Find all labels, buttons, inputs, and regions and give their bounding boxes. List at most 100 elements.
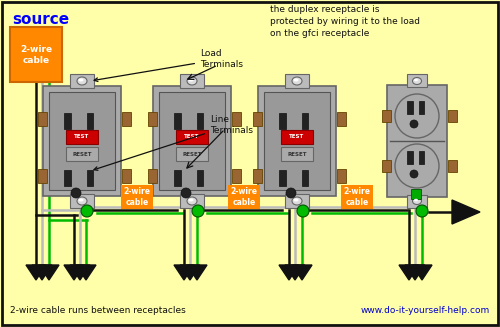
Bar [70,194,94,208]
Bar [279,113,286,129]
Bar [176,130,208,144]
Ellipse shape [414,79,418,81]
Bar [407,151,413,164]
Text: Load
Terminals: Load Terminals [94,49,243,81]
Ellipse shape [77,197,87,205]
Bar [407,74,427,87]
Circle shape [395,144,439,188]
Ellipse shape [78,78,84,81]
Circle shape [81,205,93,217]
Bar [10,27,62,82]
Text: the duplex receptacle is
protected by wiring it to the load
on the gfci receptac: the duplex receptacle is protected by wi… [270,5,420,38]
Bar [407,195,427,208]
Bar [382,160,391,172]
Bar [285,74,309,88]
Bar [66,130,98,144]
Bar [448,160,457,172]
Bar [197,113,203,129]
Circle shape [181,131,191,141]
Text: Line
Terminals: Line Terminals [94,115,253,170]
Ellipse shape [187,197,197,205]
Bar [122,112,131,126]
Ellipse shape [77,77,87,85]
Ellipse shape [78,198,84,201]
Bar [337,112,346,126]
Bar [122,169,131,183]
Polygon shape [64,265,84,280]
Circle shape [416,205,428,217]
Bar [87,113,93,129]
Bar [148,112,157,126]
Bar [279,170,286,186]
Polygon shape [76,265,96,280]
Bar [232,112,241,126]
Bar [49,92,115,190]
Polygon shape [412,265,432,280]
Polygon shape [187,265,207,280]
Bar [419,101,424,114]
Bar [64,113,71,129]
Circle shape [410,120,418,128]
Bar [264,92,330,190]
Bar [281,147,313,161]
Text: source: source [12,12,69,27]
Polygon shape [39,265,59,280]
Circle shape [71,188,81,198]
Ellipse shape [292,197,302,205]
Bar [70,74,94,88]
Bar [337,169,346,183]
Circle shape [71,131,81,141]
Bar [232,169,241,183]
Bar [285,194,309,208]
Bar [159,92,225,190]
Bar [253,112,262,126]
Bar [176,147,208,161]
Bar [174,113,181,129]
Bar [258,86,336,196]
Polygon shape [279,265,299,280]
Text: www.do-it-yourself-help.com: www.do-it-yourself-help.com [361,306,490,315]
Bar [153,86,231,196]
Bar [448,110,457,122]
Polygon shape [174,265,194,280]
Polygon shape [70,265,90,280]
Circle shape [181,188,191,198]
Text: RESET: RESET [182,151,202,157]
Bar [382,110,391,122]
Polygon shape [292,265,312,280]
Circle shape [192,205,204,217]
Bar [87,170,93,186]
Bar [419,151,424,164]
Polygon shape [399,265,419,280]
Text: RESET: RESET [72,151,92,157]
Bar [180,194,204,208]
Ellipse shape [412,77,422,84]
Polygon shape [405,265,425,280]
Text: TEST: TEST [184,134,200,140]
Ellipse shape [414,199,418,201]
Bar [66,147,98,161]
Bar [38,169,47,183]
Bar [43,86,121,196]
Bar [148,169,157,183]
Ellipse shape [294,78,298,81]
Bar [302,113,308,129]
Bar [281,130,313,144]
Bar [387,85,447,197]
Text: TEST: TEST [74,134,90,140]
Circle shape [297,205,309,217]
Polygon shape [285,265,305,280]
Polygon shape [180,265,200,280]
Circle shape [395,94,439,138]
Text: 2-wire
cable: 2-wire cable [124,187,150,207]
Polygon shape [452,200,480,224]
Ellipse shape [412,198,422,204]
Ellipse shape [187,77,197,85]
Bar [407,101,413,114]
Polygon shape [32,265,52,280]
Bar [197,170,203,186]
Polygon shape [26,265,46,280]
Ellipse shape [292,77,302,85]
Text: 2-wire
cable: 2-wire cable [230,187,258,207]
Ellipse shape [188,198,194,201]
